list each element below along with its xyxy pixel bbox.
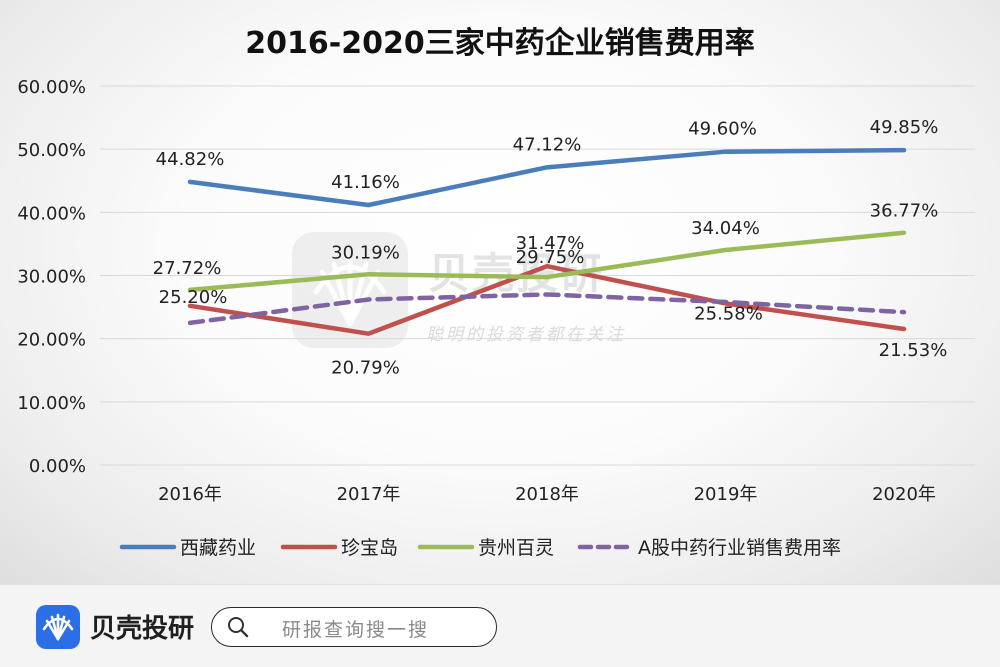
legend-label-4: A股中药行业销售费用率 [638,537,841,559]
shell-logo-icon[interactable] [36,605,80,649]
search-input[interactable]: 研报查询搜一搜 [211,607,497,647]
legend: 西藏药业 珍宝岛 贵州百灵 A股中药行业销售费用率 [119,537,841,559]
x-tick-label: 2018年 [515,484,579,505]
brand-name[interactable]: 贝壳投研 [90,614,195,644]
data-label: 25.58% [694,303,763,324]
data-label: 20.79% [331,358,400,379]
y-tick-label: 10.00% [17,393,86,414]
data-label: 31.47% [516,233,585,254]
legend-label-2: 珍宝岛 [341,537,398,559]
y-axis-ticks: 0.00% 10.00% 20.00% 30.00% 40.00% 50.00% 60.00… [17,77,86,477]
data-label: 49.85% [870,117,939,138]
x-tick-label: 2019年 [694,484,758,505]
data-label: 21.53% [879,340,948,361]
data-point [188,180,192,184]
data-point [545,165,549,169]
y-tick-label: 0.00% [29,456,86,477]
x-axis-ticks: 2016年 2017年 2018年 2019年 2020年 [158,484,936,505]
series-line-2 [187,263,907,336]
data-point [188,321,192,325]
series-line-1 [187,147,907,208]
y-tick-label: 40.00% [17,203,86,224]
data-label: 34.04% [691,218,760,239]
data-point [366,272,370,276]
data-label: 47.12% [513,134,582,155]
data-point [545,292,549,296]
series-line-3 [187,230,907,293]
y-tick-label: 20.00% [17,330,86,351]
legend-label-3: 贵州百灵 [478,537,554,559]
legend-label-1: 西藏药业 [180,537,256,559]
data-point [902,327,906,331]
chart-area: 2016-2020三家中药企业销售费用率 贝壳投研 聪明的投资者都在关注 0.0… [0,0,1000,584]
data-label: 27.72% [153,258,222,279]
data-point [902,310,906,314]
data-label: 41.16% [331,172,400,193]
footer-bar: 贝壳投研 研报查询搜一搜 [0,584,1000,667]
search-icon[interactable] [226,615,250,639]
y-tick-label: 50.00% [17,140,86,161]
data-point [366,297,370,301]
x-tick-label: 2020年 [872,484,936,505]
series-line-4 [187,292,907,326]
data-labels: 44.82% 41.16% 47.12% 49.60% 49.85% 25.20% 20.7… [153,117,948,379]
data-label: 30.19% [331,242,400,263]
x-tick-label: 2016年 [158,484,222,505]
series-lines [187,147,907,336]
data-label: 25.20% [159,287,228,308]
line-chart: 0.00% 10.00% 20.00% 30.00% 40.00% 50.00% 60.00… [17,77,975,559]
data-point [723,149,727,153]
data-point [723,248,727,252]
data-label: 29.75% [516,247,585,268]
y-tick-label: 30.00% [17,267,86,288]
data-point [366,203,370,207]
data-point [545,275,549,279]
data-label: 36.77% [870,201,939,222]
search-placeholder[interactable]: 研报查询搜一搜 [282,619,430,641]
x-tick-label: 2017年 [337,484,401,505]
data-label: 49.60% [688,119,757,140]
data-point [366,331,370,335]
data-point [902,231,906,235]
y-tick-label: 60.00% [17,77,86,98]
data-label: 44.82% [156,149,225,170]
data-point [902,148,906,152]
chart-title: 2016-2020三家中药企业销售费用率 [245,26,755,61]
